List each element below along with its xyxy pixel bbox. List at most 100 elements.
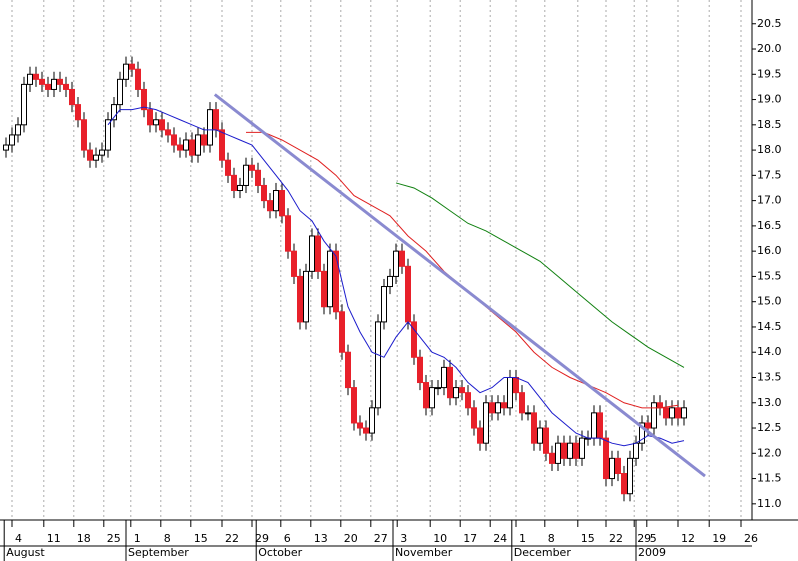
candle-body xyxy=(627,457,634,495)
candle-body xyxy=(117,78,124,106)
x-tick-label: 18 xyxy=(77,532,91,545)
candle-body xyxy=(369,407,376,434)
candle-body xyxy=(573,442,580,459)
candle-body xyxy=(615,457,622,475)
candle-body xyxy=(291,250,298,277)
candle-body xyxy=(567,442,574,459)
x-tick-label: 22 xyxy=(609,532,623,545)
candle-body xyxy=(285,215,292,252)
candle-body xyxy=(177,144,184,151)
candle-body xyxy=(51,78,58,90)
candle-body xyxy=(555,442,562,464)
candle-body xyxy=(633,442,640,459)
x-tick-label: 8 xyxy=(548,532,555,545)
candle-body xyxy=(621,473,628,495)
candle-body xyxy=(159,119,166,131)
candle-body xyxy=(507,376,514,409)
y-tick-label: 13.5 xyxy=(757,370,782,383)
month-label: December xyxy=(514,546,572,559)
candle-body xyxy=(579,437,586,459)
candle-body xyxy=(465,392,472,409)
x-tick-label: 1 xyxy=(134,532,141,545)
x-tick-label: 20 xyxy=(344,532,358,545)
candle-body xyxy=(519,392,526,414)
candle-body xyxy=(375,321,382,409)
x-tick-label: 12 xyxy=(681,532,695,545)
candle-body xyxy=(549,452,556,464)
candle-body xyxy=(483,402,490,444)
candle-body xyxy=(21,83,28,126)
candle-body xyxy=(93,154,100,161)
grid xyxy=(3,0,756,561)
candle-body xyxy=(387,275,394,288)
month-label: 2009 xyxy=(638,546,666,559)
candle-body xyxy=(471,407,478,429)
y-tick-label: 17.0 xyxy=(757,194,782,207)
x-tick-label: 6 xyxy=(284,532,291,545)
y-tick-label: 20.0 xyxy=(757,42,782,55)
candle-body xyxy=(15,124,22,136)
x-tick-label: 25 xyxy=(107,532,121,545)
y-tick-label: 14.5 xyxy=(757,320,782,333)
candle-body xyxy=(333,250,340,313)
candle-body xyxy=(213,109,220,131)
candle-body xyxy=(663,407,670,419)
x-tick-label: 19 xyxy=(712,532,726,545)
candle-body xyxy=(651,402,658,429)
candle-body xyxy=(405,265,412,323)
y-tick-label: 20.5 xyxy=(757,17,782,30)
candle-body xyxy=(681,407,688,419)
x-tick-label: 13 xyxy=(314,532,328,545)
x-tick-label: 26 xyxy=(744,532,758,545)
labels: 11.0 11.5 12.0 12.5 13.0 13.5 14.0 14.5 15.0 15.5… xyxy=(6,17,781,559)
candle-body xyxy=(411,321,418,358)
candle-body xyxy=(675,407,682,419)
line xyxy=(395,182,685,368)
candle-body xyxy=(57,78,64,85)
candle-body xyxy=(603,437,610,480)
x-tick-label: 1 xyxy=(519,532,526,545)
candle-body xyxy=(105,119,112,151)
y-tick-label: 19.5 xyxy=(757,67,782,80)
plot xyxy=(3,56,706,502)
candle-body xyxy=(351,387,358,424)
y-tick-label: 18.0 xyxy=(757,143,782,156)
y-tick-label: 17.5 xyxy=(757,168,782,181)
candle-body xyxy=(537,427,544,444)
candle-body xyxy=(183,139,190,151)
candle-body xyxy=(321,270,328,308)
candle-body xyxy=(609,457,616,480)
month-label: October xyxy=(258,546,302,559)
candle-body xyxy=(327,250,334,308)
line xyxy=(213,93,706,478)
x-tick-label: 29 xyxy=(255,532,269,545)
candle-body xyxy=(261,184,268,202)
x-tick-label: 11 xyxy=(47,532,61,545)
candle-body xyxy=(111,104,118,121)
candle-body xyxy=(45,83,52,90)
candle-body xyxy=(81,119,88,151)
candle-body xyxy=(657,402,664,409)
candle-body xyxy=(363,427,370,434)
x-tick-label: 5 xyxy=(650,532,657,545)
candle-body xyxy=(357,422,364,429)
candle-body xyxy=(141,88,148,111)
candle-body xyxy=(525,412,532,415)
candle-body xyxy=(477,427,484,444)
candle-body xyxy=(189,139,196,156)
candle-body xyxy=(591,412,598,439)
candle-body xyxy=(135,68,142,90)
x-tick-label: 17 xyxy=(463,532,477,545)
candle-body xyxy=(99,149,106,156)
candle-body xyxy=(75,104,82,121)
candle-body xyxy=(669,407,676,419)
y-tick-label: 16.5 xyxy=(757,219,782,232)
candle-body xyxy=(69,88,76,106)
candle-body xyxy=(489,402,496,414)
candle-body xyxy=(441,366,448,389)
x-tick-label: 29 xyxy=(637,532,651,545)
candle-body xyxy=(309,235,316,272)
x-tick-label: 3 xyxy=(400,532,407,545)
candle-body xyxy=(597,412,604,439)
